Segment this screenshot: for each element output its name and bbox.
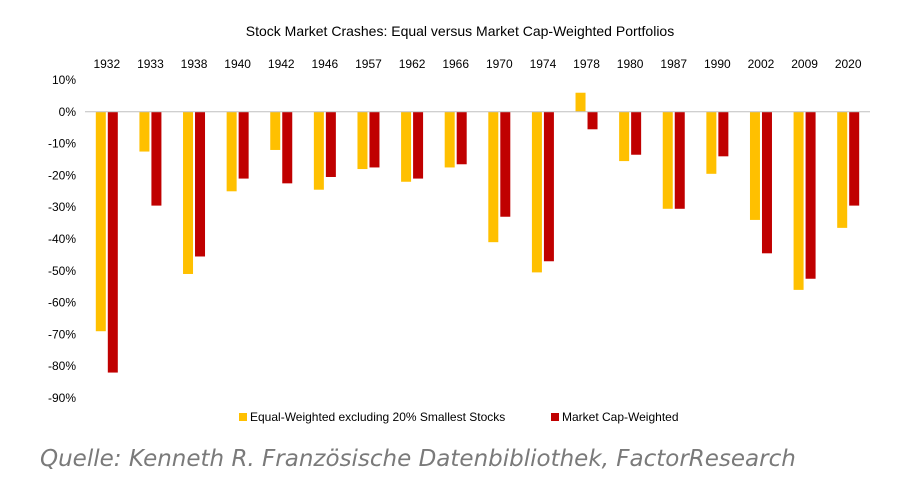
legend-swatch [239,413,247,421]
chart: Stock Market Crashes: Equal versus Marke… [48,23,870,424]
bar-equal-weighted [183,111,194,274]
bar-market-cap-weighted [369,111,380,168]
year-label: 1970 [486,57,513,71]
year-label: 2002 [748,57,775,71]
bar-equal-weighted [95,111,106,332]
y-tick-label: -40% [48,232,76,246]
bar-equal-weighted [313,111,324,190]
bar-equal-weighted [444,111,455,168]
bar-market-cap-weighted [107,111,118,373]
year-label: 1957 [355,57,382,71]
bar-market-cap-weighted [849,111,860,206]
bar-market-cap-weighted [674,111,685,209]
legend-label: Market Cap-Weighted [562,410,679,424]
bar-market-cap-weighted [238,111,249,179]
bar-equal-weighted [139,111,150,152]
year-label: 1987 [660,57,687,71]
bar-equal-weighted [793,111,804,290]
y-tick-label: -30% [48,200,76,214]
legend-label: Equal-Weighted excluding 20% Smallest St… [250,410,505,424]
bar-equal-weighted [226,111,237,192]
bar-equal-weighted [575,92,586,112]
year-label: 1938 [181,57,208,71]
year-label: 1966 [442,57,469,71]
year-label: 1980 [617,57,644,71]
y-tick-label: 10% [52,73,76,87]
bar-equal-weighted [706,111,717,174]
bar-equal-weighted [357,111,368,170]
bar-market-cap-weighted [282,111,293,184]
year-label: 1942 [268,57,295,71]
legend: Equal-Weighted excluding 20% Smallest St… [239,410,679,424]
bar-market-cap-weighted [718,111,729,157]
year-label: 1990 [704,57,731,71]
bar-market-cap-weighted [805,111,816,279]
year-label: 1940 [224,57,251,71]
bars [95,92,860,373]
year-label: 2020 [835,57,862,71]
bar-market-cap-weighted [413,111,424,179]
year-label: 1978 [573,57,600,71]
y-tick-label: -20% [48,168,76,182]
bar-equal-weighted [401,111,412,182]
source-caption: Quelle: Kenneth R. Französische Datenbib… [40,446,796,472]
bar-market-cap-weighted [456,111,467,165]
y-axis: 10% 0% -10% -20% -30% -40% -50% -60% -70% -80% -90… [48,73,76,405]
y-tick-label: -10% [48,137,76,151]
year-labels: 1932 1933 1938 1940 1942 1946 1957 1962 1966 1970… [93,57,861,71]
year-label: 1932 [93,57,120,71]
bar-market-cap-weighted [500,111,511,217]
y-tick-label: 0% [59,105,77,119]
year-label: 1946 [312,57,339,71]
bar-market-cap-weighted [761,111,772,254]
bar-market-cap-weighted [587,111,598,130]
year-label: 1974 [530,57,557,71]
bar-equal-weighted [488,111,499,243]
bar-equal-weighted [531,111,542,273]
bar-market-cap-weighted [195,111,206,257]
bar-equal-weighted [662,111,673,209]
y-tick-label: -80% [48,359,76,373]
bar-equal-weighted [837,111,848,228]
bar-market-cap-weighted [151,111,162,206]
bar-equal-weighted [749,111,760,220]
y-tick-label: -90% [48,391,76,405]
y-tick-label: -50% [48,264,76,278]
year-label: 1962 [399,57,426,71]
chart-title: Stock Market Crashes: Equal versus Marke… [246,23,674,39]
y-tick-label: -60% [48,296,76,310]
year-label: 1933 [137,57,164,71]
legend-swatch [551,413,559,421]
bar-equal-weighted [270,111,281,150]
year-label: 2009 [791,57,818,71]
bar-market-cap-weighted [631,111,642,155]
bar-equal-weighted [619,111,630,162]
bar-market-cap-weighted [543,111,554,262]
bar-market-cap-weighted [325,111,336,177]
y-tick-label: -70% [48,327,76,341]
